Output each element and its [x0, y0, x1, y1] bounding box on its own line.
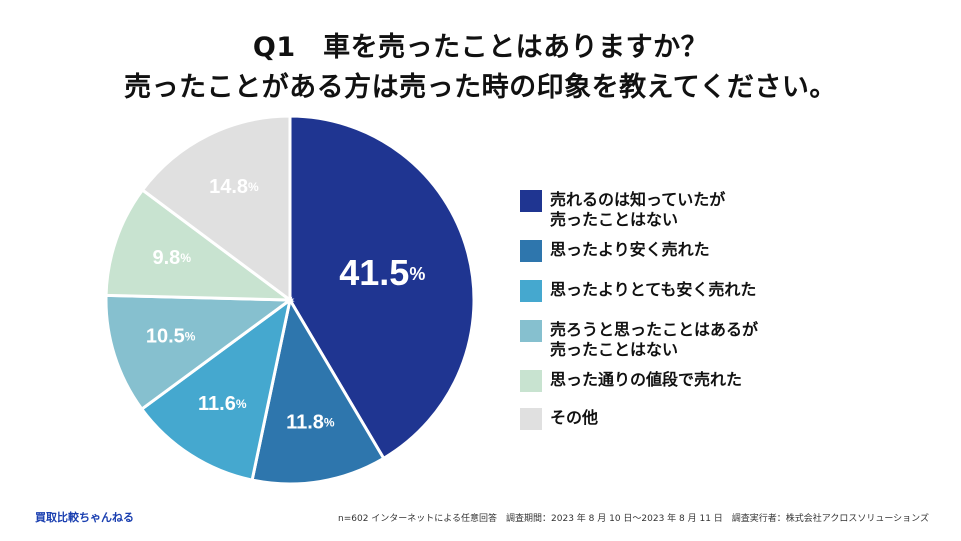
legend-item-2: 思ったよりとても安く売れた: [520, 280, 756, 302]
legend-item-0: 売れるのは知っていたが 売ったことはない: [520, 190, 725, 230]
legend-label-3: 売ろうと思ったことはあるが 売ったことはない: [550, 320, 759, 359]
pie-value-label-2: 11.6%: [198, 394, 247, 416]
pie-slice-3: [104, 293, 295, 412]
legend-item-5: その他: [520, 408, 598, 430]
legend-label-4: 思った通りの値段で売れた: [550, 370, 743, 389]
chart-title-line1: Q1 車を売ったことはありますか？: [252, 32, 709, 63]
pie-slice-4: [104, 187, 295, 302]
legend-label-1: 思ったより安く売れた: [550, 240, 710, 259]
pie-value-label-3: 10.5%: [146, 326, 196, 348]
legend-swatch-5: [520, 408, 542, 430]
pie-value-label-5: 14.8%: [209, 176, 259, 198]
legend-swatch-4: [520, 370, 542, 392]
legend-item-3: 売ろうと思ったことはあるが 売ったことはない: [520, 320, 758, 360]
legend-label-5: その他: [550, 408, 599, 427]
brand-name: 買取比較ちゃんねる: [35, 511, 134, 524]
legend-label-0: 売れるのは知っていたが 売ったことはない: [550, 190, 726, 229]
legend-item-4: 思った通りの値段で売れた: [520, 370, 742, 392]
legend-item-1: 思ったより安く売れた: [520, 240, 710, 262]
pie-slice-1: [250, 295, 386, 486]
survey-note: n=602 インターネットによる任意回答 調査期間：2023 年 8 月 10 …: [338, 514, 929, 524]
pie-slice-2: [139, 296, 293, 482]
pie-value-label-0: 41.5%: [339, 251, 425, 292]
legend-swatch-2: [520, 280, 542, 302]
pie-value-label-1: 11.8%: [286, 412, 335, 434]
legend-label-2: 思ったよりとても安く売れた: [550, 280, 757, 299]
chart-title-line2: 売ったことがある方は売った時の印象を教えてください。: [124, 72, 837, 103]
pie-value-label-4: 9.8%: [153, 247, 192, 269]
legend-swatch-3: [520, 320, 542, 342]
pie-slice-5: [140, 114, 292, 303]
legend-swatch-1: [520, 240, 542, 262]
pie-slice-0: [288, 114, 476, 461]
legend-swatch-0: [520, 190, 542, 212]
